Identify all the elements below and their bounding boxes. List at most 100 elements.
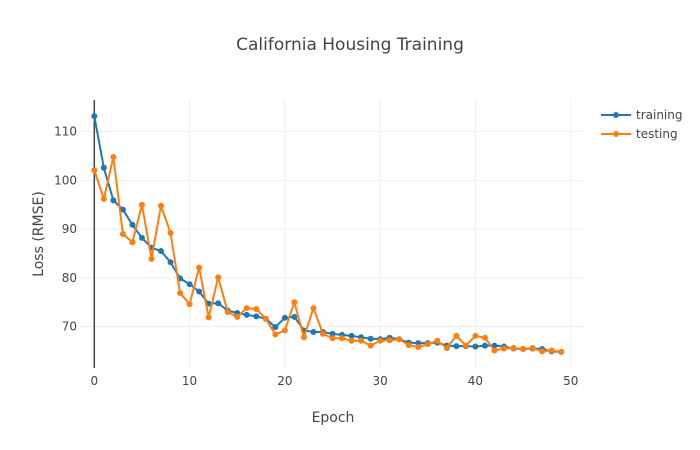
series-testing (91, 154, 565, 355)
y-tick-label: 110 (54, 125, 77, 139)
legend-swatch-marker (613, 112, 619, 118)
legend-swatch-marker (613, 131, 619, 137)
x-tick-label: 40 (468, 374, 483, 388)
testing-point (415, 344, 422, 351)
training-point (215, 300, 222, 307)
testing-point (405, 342, 412, 349)
x-tick-label: 0 (90, 374, 98, 388)
training-point (310, 328, 317, 335)
testing-point (91, 167, 98, 174)
testing-point (234, 313, 241, 320)
testing-point (272, 331, 279, 338)
testing-point (186, 301, 193, 308)
testing-point (491, 347, 498, 354)
testing-point (319, 330, 326, 337)
training-point (472, 343, 479, 350)
testing-point (310, 305, 317, 312)
testing-point (224, 308, 231, 315)
testing-point (396, 336, 403, 343)
testing-point (138, 201, 145, 208)
legend-label: training (636, 108, 683, 122)
testing-point (424, 341, 431, 348)
testing-point (377, 337, 384, 344)
legend-item-testing[interactable]: testing (601, 127, 678, 141)
testing-point (129, 239, 136, 246)
training-point (119, 206, 126, 213)
training-point (367, 335, 374, 342)
testing-point (281, 327, 288, 334)
testing-point (205, 314, 212, 321)
testing-point (520, 345, 527, 352)
training-point (243, 311, 250, 318)
training-point (100, 164, 107, 171)
testing-point (300, 334, 307, 341)
grid-lines (80, 100, 585, 368)
testing-point (100, 195, 107, 202)
x-axis-title: Epoch (312, 410, 355, 426)
testing-point (443, 345, 450, 352)
training-line (93, 115, 562, 353)
testing-point (358, 337, 365, 344)
testing-point (215, 274, 222, 281)
testing-point (262, 315, 269, 322)
training-point (196, 288, 203, 295)
y-tick-label: 90 (62, 222, 77, 236)
training-point (453, 343, 460, 350)
chart-title: California Housing Training (236, 35, 464, 55)
series-group (91, 113, 565, 355)
testing-point (453, 332, 460, 339)
legend-item-training[interactable]: training (601, 108, 683, 122)
training-point (110, 197, 117, 204)
x-tick-label: 20 (277, 374, 292, 388)
testing-point (157, 202, 164, 209)
training-point (481, 342, 488, 349)
testing-point (329, 335, 336, 342)
testing-point (462, 342, 469, 349)
x-tick-label: 50 (563, 374, 578, 388)
testing-point (167, 230, 174, 237)
training-point (348, 332, 355, 339)
testing-point (348, 337, 355, 344)
y-axis-title: Loss (RMSE) (31, 191, 47, 277)
testing-point (110, 154, 117, 161)
y-tick-label: 70 (62, 320, 77, 334)
testing-point (243, 305, 250, 312)
testing-point (481, 334, 488, 341)
testing-point (196, 264, 203, 271)
legend: training testing (601, 108, 683, 141)
testing-point (386, 337, 393, 344)
testing-point (367, 342, 374, 349)
testing-point (339, 335, 346, 342)
legend-label: testing (636, 127, 678, 141)
testing-point (148, 255, 155, 262)
training-point (329, 330, 336, 337)
training-point (91, 113, 98, 120)
testing-point (472, 332, 479, 339)
training-point (272, 324, 279, 331)
x-tick-label: 30 (373, 374, 388, 388)
series-training (91, 113, 565, 355)
testing-point (529, 345, 536, 352)
testing-point (253, 306, 260, 313)
training-point (253, 313, 260, 320)
testing-point (119, 231, 126, 237)
training-point (129, 221, 136, 228)
training-point (138, 234, 145, 241)
x-tick-label: 10 (182, 374, 197, 388)
training-point (186, 281, 193, 288)
testing-point (501, 345, 508, 352)
testing-point (548, 347, 555, 354)
training-point (167, 259, 174, 266)
testing-point (539, 348, 546, 355)
y-tick-label: 80 (62, 271, 77, 285)
y-axis-ticks: 70 80 90 100 110 (54, 125, 77, 334)
x-axis-ticks: 0 10 20 30 40 50 (90, 374, 578, 388)
testing-point (434, 337, 441, 344)
training-point (157, 248, 164, 255)
testing-point (291, 299, 298, 306)
training-point (291, 313, 298, 320)
testing-point (558, 348, 565, 355)
y-tick-label: 100 (54, 173, 77, 187)
training-point (281, 314, 288, 321)
